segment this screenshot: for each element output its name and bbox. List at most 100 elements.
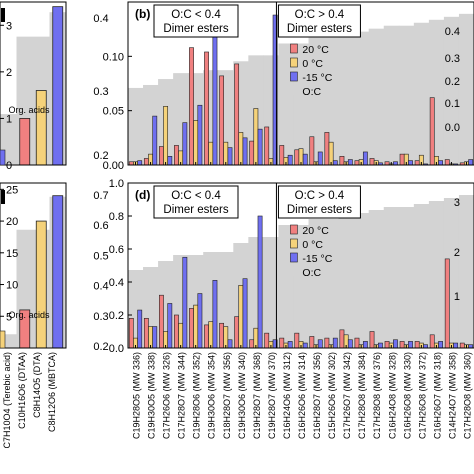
oc-right-tick-label: 0.3 [93, 311, 108, 323]
oc-step [368, 210, 385, 348]
oc-right-tick-label: 0.4 [445, 26, 460, 38]
bar-3-20C-4 [189, 308, 194, 349]
bar-3-15C-1 [152, 326, 158, 349]
bar-3-20C-2 [159, 294, 164, 349]
bar-3-15C-4 [197, 293, 203, 349]
y-tick-label: 1.0 [109, 178, 124, 190]
bar-3-20C-10 [279, 337, 285, 349]
bar-1-0C-8 [253, 108, 259, 166]
bar-1-0C-7 [238, 132, 244, 166]
oc-step [413, 22, 430, 166]
oc-right-tick-label: 2 [454, 247, 460, 259]
oc-step [443, 16, 460, 166]
annotation-org-acids: Org. acids [8, 105, 50, 115]
bar-3-0C-3 [178, 322, 184, 349]
y-tick-label: 0.8 [109, 211, 124, 223]
oc-right-tick-label: 0.1 [445, 98, 460, 110]
bar-3-20C-8 [249, 339, 255, 349]
x-tick-label-dimer: C16H24O8 (MW 328) [387, 352, 397, 439]
oc-step [278, 225, 294, 348]
group-box-line2: Dimer esters [287, 23, 352, 35]
bar-0-0C-2 [35, 90, 47, 166]
bar-3-15C-21 [453, 342, 459, 349]
bar-3-20C-15 [354, 337, 360, 349]
bar-3-15C-8 [257, 215, 263, 349]
bar-3-15C-12 [317, 339, 323, 349]
bar-3-15C-10 [287, 341, 293, 349]
bar-3-15C-6 [227, 339, 233, 349]
y-tick-label: 0.0 [109, 343, 124, 355]
oc-right-tick-label: 0.2 [93, 150, 108, 162]
bar-3-0C-5 [208, 321, 214, 349]
x-tick-label-dimer: C16H26O6 (MW 314) [297, 352, 307, 439]
x-tick-label-dimer: C17H28O8 (MW 384) [357, 352, 367, 439]
x-tick-label-acid: C8H14O5 (DTA) [32, 352, 42, 418]
bar-3-15C-14 [347, 339, 353, 349]
legend-fragment [1, 8, 5, 22]
bar-3-20C-18 [399, 341, 405, 349]
bar-1-0C-6 [223, 141, 229, 166]
bar-3-15C-17 [393, 339, 398, 349]
oc-right-tick-label: 0.4 [93, 281, 108, 293]
x-tick-label-dimer: C17H26O8 (MW 372) [417, 352, 427, 439]
bar-3-20C-0 [128, 317, 134, 349]
bar-1-20C-12 [309, 136, 315, 166]
bar-3-20C-6 [219, 322, 224, 349]
bar-1-15C-22 [468, 159, 474, 166]
y-tick-label: 0.00 [103, 160, 124, 172]
y-tick-label: 0.4 [109, 277, 124, 289]
bar-2-15C-3 [52, 195, 64, 349]
bar-3-0C-1 [148, 326, 153, 349]
y-tick-label: 15 [6, 248, 18, 260]
oc-step [308, 219, 325, 348]
x-tick-label-dimer: C19H28O6 (MW 352) [192, 352, 202, 439]
bar-1-15C-20 [438, 160, 443, 166]
oc-right-tick-label: 0.3 [93, 86, 108, 98]
oc-step [278, 43, 294, 166]
bar-1-15C-4 [197, 104, 203, 166]
oc-step [398, 25, 415, 165]
legend-entry: 20 °C [302, 225, 329, 237]
bar-1-20C-16 [369, 158, 375, 166]
bar-3-0C-4 [193, 304, 199, 349]
x-tick-label-dimer: C19H28O7 (MW 368) [252, 352, 262, 439]
y-tick-label: 0.2 [109, 310, 124, 322]
legend-swatch [290, 224, 298, 235]
oc-step [383, 25, 400, 165]
bar-3-20C-14 [339, 329, 345, 349]
group-box-line2: Dimer esters [163, 23, 228, 35]
bar-3-20C-9 [264, 332, 270, 349]
legend-entry: -15 °C [302, 253, 332, 265]
group-box [153, 185, 239, 219]
bar-1-20C-4 [189, 47, 194, 166]
bar-3-20C-3 [174, 314, 179, 349]
bar-1-20C-6 [219, 75, 224, 166]
x-tick-label-dimer: C14H24O7 (MW 358) [447, 352, 457, 439]
bar-3-20C-17 [384, 341, 390, 349]
bar-1-0C-4 [193, 120, 199, 166]
x-tick-label-dimer: C19H30O6 (MW 340) [237, 352, 247, 439]
group-box [277, 185, 361, 219]
bar-1-20C-2 [159, 146, 164, 166]
group-box-line1: O:C > 0.4 [295, 9, 345, 21]
legend-swatch [290, 238, 298, 249]
x-tick-label-dimer: C15H26O6 (MW 302) [327, 352, 337, 439]
oc-step [398, 207, 415, 348]
oc-step [338, 216, 355, 348]
bar-1-20C-19 [414, 160, 420, 166]
oc-step [458, 195, 474, 348]
bar-1-15C-6 [227, 147, 233, 166]
legend-entry: 20 °C [302, 44, 329, 56]
oc-right-tick-label: 1 [454, 291, 460, 303]
y-tick-label: 25 [6, 184, 18, 196]
bar-1-0C-2 [163, 106, 169, 166]
bar-1-20C-5 [204, 51, 209, 166]
bar-3-20C-13 [324, 337, 330, 349]
bar-1-15C-1 [152, 115, 158, 166]
x-tick-label-dimer: C17H28O8 (MW 360) [462, 352, 472, 439]
bar-1-15C-7 [242, 137, 248, 166]
legend-entry: O:C [302, 86, 321, 98]
x-tick-label-acid: C10H16O6 (DTAA) [17, 352, 27, 429]
bar-1-15C-2 [167, 156, 173, 166]
bar-3-20C-20 [429, 334, 435, 349]
